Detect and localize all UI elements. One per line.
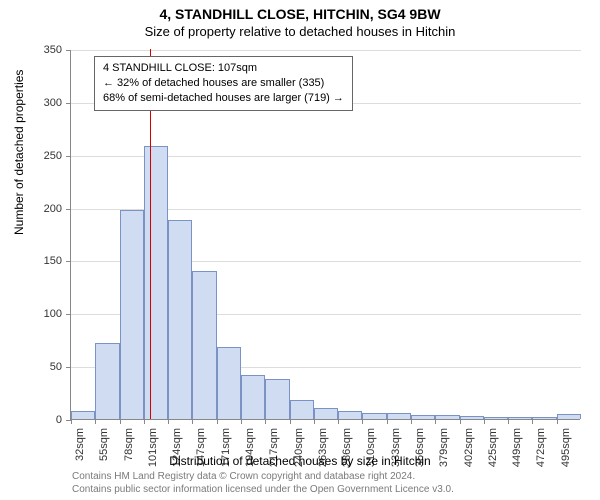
attribution: Contains HM Land Registry data © Crown c… (72, 471, 454, 496)
x-tick-mark (338, 419, 339, 424)
x-tick-mark (362, 419, 363, 424)
annotation-line-3: 68% of semi-detached houses are larger (… (103, 91, 344, 106)
x-tick-label: 402sqm (463, 428, 475, 478)
x-tick-mark (217, 419, 218, 424)
histogram-bar (387, 413, 411, 419)
annotation-line-2: ← 32% of detached houses are smaller (33… (103, 76, 344, 91)
x-tick-label: 425sqm (487, 428, 499, 478)
x-tick-mark (557, 419, 558, 424)
page-subtitle: Size of property relative to detached ho… (0, 22, 600, 39)
x-tick-mark (192, 419, 193, 424)
x-tick-mark (168, 419, 169, 424)
histogram-bar (557, 414, 581, 419)
y-tick-mark (66, 156, 71, 157)
x-tick-mark (144, 419, 145, 424)
attribution-line-1: Contains HM Land Registry data © Crown c… (72, 471, 454, 484)
annotation-line-1: 4 STANDHILL CLOSE: 107sqm (103, 61, 344, 76)
x-tick-mark (508, 419, 509, 424)
gridline (71, 50, 581, 51)
histogram-bar (192, 271, 216, 419)
histogram-bar (532, 417, 556, 419)
y-tick-label: 50 (22, 361, 62, 373)
histogram-bar (217, 347, 241, 419)
x-tick-mark (411, 419, 412, 424)
x-tick-mark (387, 419, 388, 424)
x-axis-title: Distribution of detached houses by size … (0, 454, 600, 468)
histogram-bar (314, 408, 338, 419)
histogram-bar (290, 400, 314, 419)
x-tick-mark (314, 419, 315, 424)
page-title: 4, STANDHILL CLOSE, HITCHIN, SG4 9BW (0, 0, 600, 22)
histogram-bar (241, 375, 265, 419)
histogram-bar (460, 416, 484, 419)
chart-container: 4, STANDHILL CLOSE, HITCHIN, SG4 9BW Siz… (0, 0, 600, 500)
y-tick-mark (66, 103, 71, 104)
x-tick-mark (71, 419, 72, 424)
x-tick-mark (95, 419, 96, 424)
histogram-bar (508, 417, 532, 419)
histogram-bar (338, 411, 362, 419)
x-tick-label: 472sqm (535, 428, 547, 478)
y-tick-mark (66, 314, 71, 315)
histogram-bar (435, 415, 459, 419)
y-tick-label: 250 (22, 150, 62, 162)
x-tick-label: 495sqm (560, 428, 572, 478)
x-tick-mark (460, 419, 461, 424)
histogram-bar (144, 146, 168, 419)
x-tick-mark (435, 419, 436, 424)
y-tick-mark (66, 209, 71, 210)
y-tick-label: 200 (22, 203, 62, 215)
y-tick-mark (66, 261, 71, 262)
histogram-bar (265, 379, 289, 419)
x-tick-mark (484, 419, 485, 424)
x-tick-mark (532, 419, 533, 424)
histogram-bar (411, 415, 435, 419)
x-tick-mark (241, 419, 242, 424)
y-tick-label: 150 (22, 255, 62, 267)
histogram-bar (168, 220, 192, 419)
y-tick-mark (66, 367, 71, 368)
y-tick-label: 300 (22, 97, 62, 109)
annotation-callout: 4 STANDHILL CLOSE: 107sqm ← 32% of detac… (94, 56, 353, 111)
attribution-line-2: Contains public sector information licen… (72, 484, 454, 497)
y-tick-mark (66, 50, 71, 51)
x-tick-mark (120, 419, 121, 424)
histogram-bar (484, 417, 508, 419)
x-tick-label: 449sqm (511, 428, 523, 478)
histogram-bar (120, 210, 144, 419)
x-tick-mark (290, 419, 291, 424)
y-tick-label: 350 (22, 44, 62, 56)
y-tick-label: 100 (22, 308, 62, 320)
histogram-bar (362, 413, 386, 419)
chart-area: 4 STANDHILL CLOSE: 107sqm ← 32% of detac… (70, 50, 580, 420)
histogram-bar (95, 343, 119, 419)
x-tick-mark (265, 419, 266, 424)
y-tick-label: 0 (22, 414, 62, 426)
histogram-bar (71, 411, 95, 419)
